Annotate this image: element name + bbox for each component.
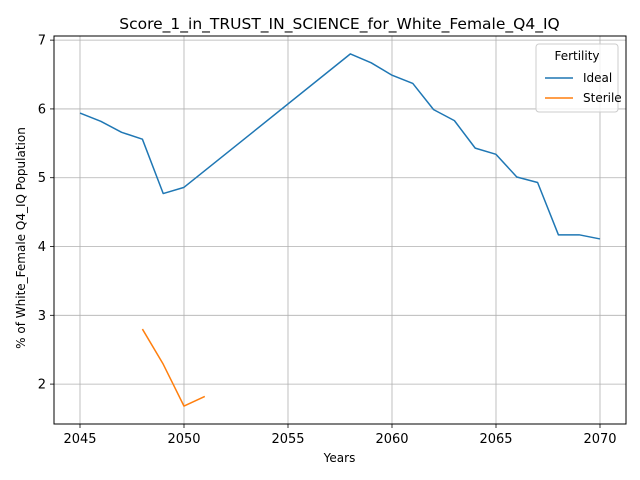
x-tick-label: 2065: [479, 432, 512, 447]
y-axis-title: % of White_Female Q4_IQ Population: [14, 127, 28, 349]
chart-title: Score_1_in_TRUST_IN_SCIENCE_for_White_Fe…: [119, 15, 559, 34]
x-tick-label: 2055: [271, 432, 304, 447]
y-tick-label: 3: [38, 309, 46, 324]
y-tick-label: 2: [38, 378, 46, 393]
legend: Fertility Ideal Sterile: [535, 43, 622, 113]
y-tick-label: 6: [38, 102, 46, 117]
legend-title: Fertility: [554, 49, 599, 63]
y-axis-ticks: 2 3 4 5 6 7: [38, 34, 54, 393]
legend-label-ideal: Ideal: [583, 71, 612, 85]
y-tick-label: 4: [38, 240, 46, 255]
x-axis-ticks: 2045 2050 2055 2060 2065 2070: [63, 424, 617, 447]
x-tick-label: 2050: [167, 432, 200, 447]
legend-label-sterile: Sterile: [583, 91, 622, 105]
grid-lines: [54, 36, 626, 424]
x-axis-title: Years: [323, 451, 356, 465]
x-tick-label: 2070: [583, 432, 616, 447]
series-line-sterile: [141, 328, 206, 407]
legend-box: [535, 43, 619, 113]
series-layer: [79, 53, 601, 407]
x-tick-label: 2060: [375, 432, 408, 447]
series-line-ideal: [79, 53, 601, 240]
y-tick-label: 7: [38, 34, 46, 49]
plot-frame: [53, 35, 627, 425]
x-tick-label: 2045: [63, 432, 96, 447]
y-tick-label: 5: [38, 171, 46, 186]
